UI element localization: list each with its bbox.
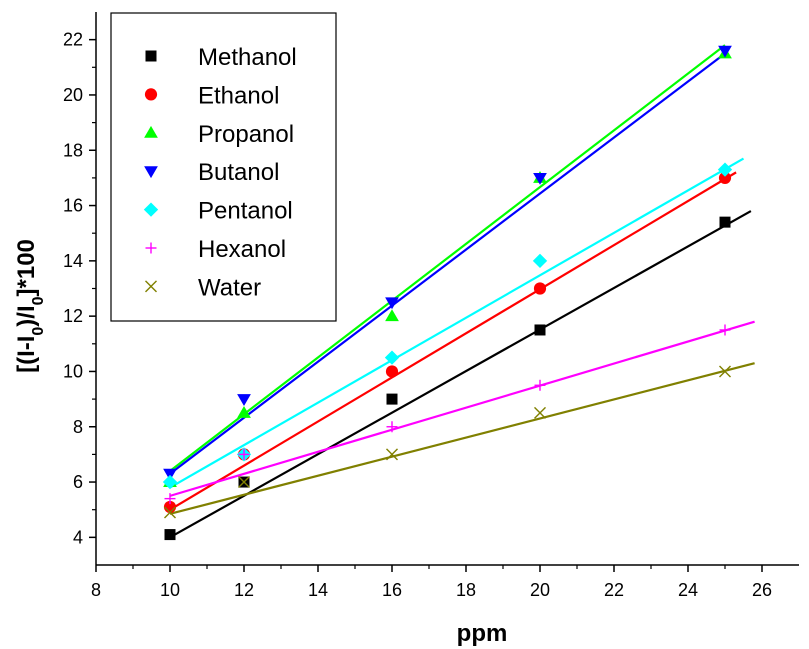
legend-label-water: Water <box>198 274 261 301</box>
point-propanol-1 <box>237 406 251 418</box>
y-tick-label-22: 22 <box>63 30 83 50</box>
x-tick-label-12: 12 <box>234 580 254 600</box>
x-tick-label-8: 8 <box>91 580 101 600</box>
y-tick-label-8: 8 <box>73 417 83 437</box>
x-tick-label-26: 26 <box>752 580 772 600</box>
y-axis-title: [(I-I0)/I0]*100 <box>13 239 47 373</box>
legend: Methanol Ethanol Propanol Butanol Pentanol He… <box>111 13 336 321</box>
legend-label-ethanol: Ethanol <box>198 82 279 109</box>
legend-label-methanol: Methanol <box>198 44 297 71</box>
x-tick-label-10: 10 <box>160 580 180 600</box>
y-tick-label-10: 10 <box>63 361 83 381</box>
legend-label-butanol: Butanol <box>198 159 279 186</box>
point-hexanol-3 <box>535 380 546 391</box>
y-tick-label-20: 20 <box>63 85 83 105</box>
x-tick-label-22: 22 <box>604 580 624 600</box>
fit-line-hexanol <box>170 322 755 496</box>
y-tick-label-6: 6 <box>73 472 83 492</box>
point-methanol-2 <box>387 394 398 405</box>
series-hexanol <box>170 322 755 496</box>
y-tick-label-16: 16 <box>63 196 83 216</box>
y-tick-label-18: 18 <box>63 140 83 160</box>
point-methanol-0 <box>165 529 176 540</box>
y-tick-label-4: 4 <box>73 527 83 547</box>
y-tick-label-14: 14 <box>63 251 83 271</box>
point-ethanol-3 <box>534 282 546 294</box>
legend-label-hexanol: Hexanol <box>198 236 286 263</box>
point-methanol-4 <box>720 217 731 228</box>
point-pentanol-3 <box>533 254 547 268</box>
point-water-3 <box>535 407 546 418</box>
legend-label-pentanol: Pentanol <box>198 198 293 225</box>
point-butanol-1 <box>237 394 251 406</box>
point-ethanol-2 <box>386 365 398 377</box>
x-axis-title: ppm <box>457 620 508 647</box>
x-tick-label-18: 18 <box>456 580 476 600</box>
x-tick-label-16: 16 <box>382 580 402 600</box>
legend-marker-ethanol <box>145 88 157 100</box>
y-tick-label-12: 12 <box>63 306 83 326</box>
point-pentanol-0 <box>163 475 177 489</box>
point-water-2 <box>387 449 398 460</box>
point-hexanol-4 <box>720 324 731 335</box>
legend-marker-methanol <box>146 51 157 62</box>
x-tick-label-20: 20 <box>530 580 550 600</box>
legend-label-propanol: Propanol <box>198 121 294 148</box>
point-methanol-3 <box>535 324 546 335</box>
x-tick-label-14: 14 <box>308 580 328 600</box>
x-tick-label-24: 24 <box>678 580 698 600</box>
point-propanol-2 <box>385 309 399 321</box>
